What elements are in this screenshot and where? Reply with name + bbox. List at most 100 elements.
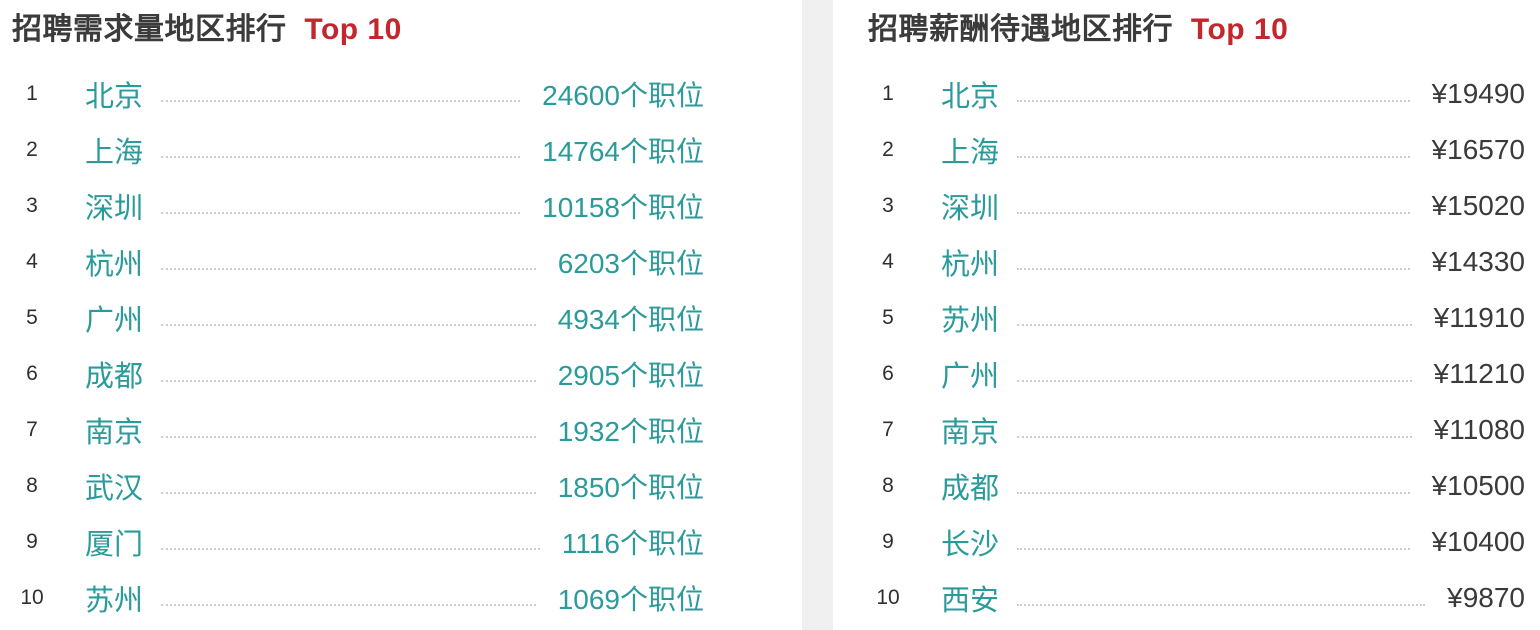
rank-row: 3 深圳 10158个职位 xyxy=(12,178,704,234)
rank-number: 8 xyxy=(26,474,38,497)
dotted-leader xyxy=(161,212,521,214)
dotted-leader xyxy=(1017,380,1412,382)
dotted-leader xyxy=(1017,548,1410,550)
rank-number: 4 xyxy=(882,250,894,273)
salary-value: ¥16570 xyxy=(1431,134,1525,165)
rank-row: 10 西安 ¥9870 xyxy=(868,570,1525,626)
positions-value[interactable]: 1850个职位 xyxy=(557,472,704,503)
rank-row: 4 杭州 6203个职位 xyxy=(12,234,704,290)
city-link[interactable]: 长沙 xyxy=(941,529,1000,561)
dotted-leader xyxy=(161,436,536,438)
salary-value: ¥10400 xyxy=(1431,526,1525,557)
city-link[interactable]: 杭州 xyxy=(85,249,144,281)
rank-number: 10 xyxy=(20,586,44,609)
city-link[interactable]: 深圳 xyxy=(941,193,1000,225)
rank-number: 3 xyxy=(882,194,894,217)
dotted-leader xyxy=(161,156,521,158)
city-link[interactable]: 上海 xyxy=(941,137,1000,169)
city-link[interactable]: 上海 xyxy=(85,137,144,169)
rank-number: 6 xyxy=(26,362,38,385)
rank-row: 7 南京 1932个职位 xyxy=(12,402,704,458)
rank-row: 8 武汉 1850个职位 xyxy=(12,458,704,514)
salary-rank-list: 1 北京 ¥19490 2 上海 ¥16570 3 深圳 ¥15020 4 杭州… xyxy=(868,66,1525,626)
salary-panel-title: 招聘薪酬待遇地区排行 Top 10 xyxy=(868,12,1525,48)
dotted-leader xyxy=(1017,604,1426,606)
dotted-leader xyxy=(1017,100,1410,102)
salary-value: ¥10500 xyxy=(1431,470,1525,501)
rank-number: 2 xyxy=(26,138,38,161)
rank-number: 3 xyxy=(26,194,38,217)
rank-number: 9 xyxy=(882,530,894,553)
rank-number: 5 xyxy=(882,306,894,329)
city-link[interactable]: 苏州 xyxy=(85,585,144,617)
city-link[interactable]: 深圳 xyxy=(85,193,144,225)
dotted-leader xyxy=(161,380,536,382)
rank-number: 6 xyxy=(882,362,894,385)
dotted-leader xyxy=(161,492,536,494)
positions-value[interactable]: 1069个职位 xyxy=(557,584,704,615)
dotted-leader xyxy=(161,268,536,270)
dotted-leader xyxy=(161,604,536,606)
dotted-leader xyxy=(161,324,536,326)
salary-value: ¥15020 xyxy=(1431,190,1525,221)
salary-value: ¥19490 xyxy=(1431,78,1525,109)
rank-number: 10 xyxy=(876,586,900,609)
rank-row: 9 厦门 1116个职位 xyxy=(12,514,704,570)
rank-row: 5 苏州 ¥11910 xyxy=(868,290,1525,346)
rank-number: 1 xyxy=(26,82,38,105)
dotted-leader xyxy=(1017,436,1412,438)
rank-number: 9 xyxy=(26,530,38,553)
city-link[interactable]: 北京 xyxy=(85,81,144,113)
city-link[interactable]: 南京 xyxy=(85,417,144,449)
rank-row: 1 北京 ¥19490 xyxy=(868,66,1525,122)
positions-value[interactable]: 10158个职位 xyxy=(542,192,704,223)
city-link[interactable]: 广州 xyxy=(85,305,144,337)
positions-value[interactable]: 4934个职位 xyxy=(557,304,704,335)
rank-row: 1 北京 24600个职位 xyxy=(12,66,704,122)
positions-value[interactable]: 2905个职位 xyxy=(557,360,704,391)
rank-number: 4 xyxy=(26,250,38,273)
rank-row: 6 成都 2905个职位 xyxy=(12,346,704,402)
rank-number: 2 xyxy=(882,138,894,161)
city-link[interactable]: 南京 xyxy=(941,417,1000,449)
positions-value[interactable]: 14764个职位 xyxy=(542,136,704,167)
positions-value[interactable]: 1116个职位 xyxy=(561,528,704,559)
rank-number: 1 xyxy=(882,82,894,105)
dotted-leader xyxy=(1017,492,1410,494)
city-link[interactable]: 西安 xyxy=(941,585,1000,617)
rank-row: 2 上海 14764个职位 xyxy=(12,122,704,178)
city-link[interactable]: 成都 xyxy=(85,361,144,393)
positions-value[interactable]: 1932个职位 xyxy=(557,416,704,447)
city-link[interactable]: 成都 xyxy=(941,473,1000,505)
dotted-leader xyxy=(1017,212,1410,214)
rank-row: 9 长沙 ¥10400 xyxy=(868,514,1525,570)
dotted-leader xyxy=(161,100,521,102)
salary-value: ¥14330 xyxy=(1431,246,1525,277)
rank-row: 5 广州 4934个职位 xyxy=(12,290,704,346)
city-link[interactable]: 北京 xyxy=(941,81,1000,113)
dotted-leader xyxy=(1017,156,1410,158)
rank-row: 4 杭州 ¥14330 xyxy=(868,234,1525,290)
rank-row: 6 广州 ¥11210 xyxy=(868,346,1525,402)
rank-row: 10 苏州 1069个职位 xyxy=(12,570,704,626)
demand-rank-list: 1 北京 24600个职位 2 上海 14764个职位 3 深圳 10158个职… xyxy=(12,66,704,626)
rank-row: 2 上海 ¥16570 xyxy=(868,122,1525,178)
dotted-leader xyxy=(1017,324,1412,326)
demand-ranking-panel: 招聘需求量地区排行 Top 10 1 北京 24600个职位 2 上海 1476… xyxy=(12,12,704,626)
demand-panel-title: 招聘需求量地区排行 Top 10 xyxy=(12,12,704,48)
positions-value[interactable]: 24600个职位 xyxy=(542,80,704,111)
rank-row: 7 南京 ¥11080 xyxy=(868,402,1525,458)
city-link[interactable]: 武汉 xyxy=(85,473,144,505)
salary-value: ¥9870 xyxy=(1447,582,1525,613)
salary-title-text: 招聘薪酬待遇地区排行 xyxy=(868,13,1173,46)
positions-value[interactable]: 6203个职位 xyxy=(557,248,704,279)
city-link[interactable]: 杭州 xyxy=(941,249,1000,281)
rank-number: 5 xyxy=(26,306,38,329)
city-link[interactable]: 厦门 xyxy=(85,529,144,561)
city-link[interactable]: 广州 xyxy=(941,361,1000,393)
dotted-leader xyxy=(161,548,540,550)
salary-value: ¥11210 xyxy=(1433,358,1525,389)
city-link[interactable]: 苏州 xyxy=(941,305,1000,337)
salary-title-top10: Top 10 xyxy=(1190,13,1289,46)
